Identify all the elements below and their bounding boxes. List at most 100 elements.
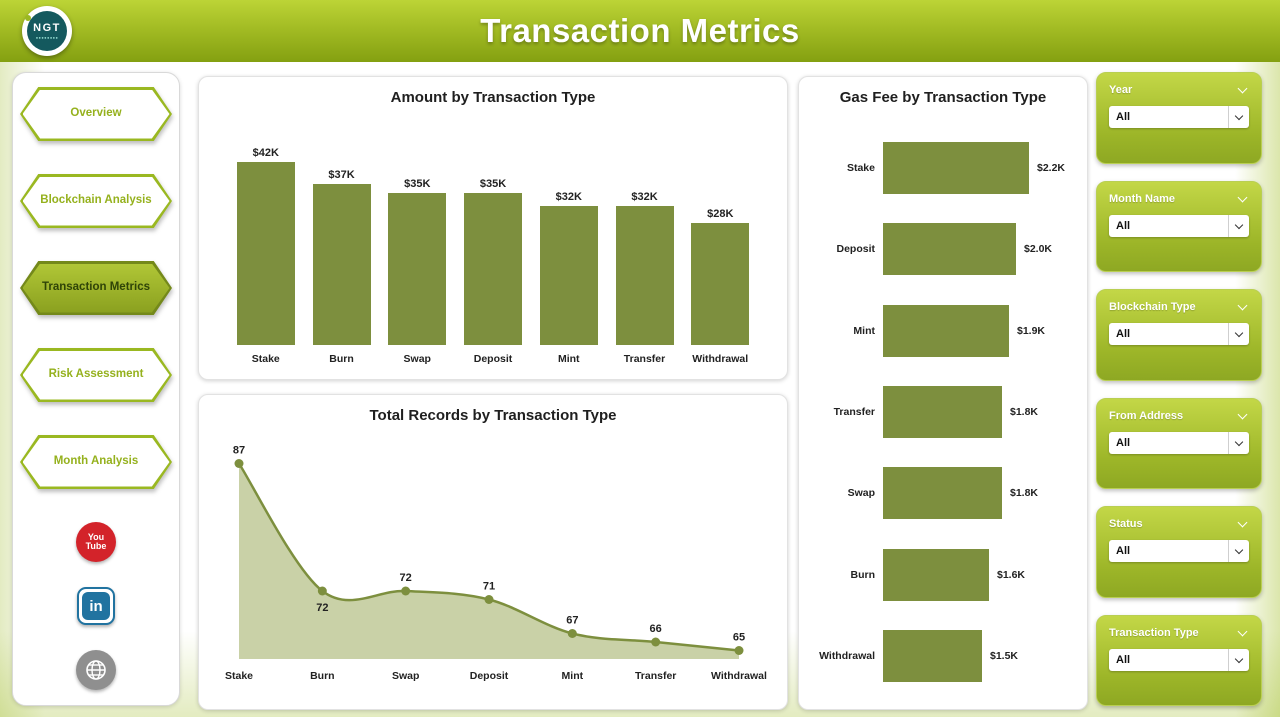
gas-bar-row: Deposit $2.0K bbox=[811, 223, 1081, 276]
data-point-marker[interactable] bbox=[484, 595, 494, 604]
bar-value-label: $1.8K bbox=[1010, 405, 1039, 418]
slicer-dropdown[interactable]: All bbox=[1109, 648, 1249, 671]
bar-transfer[interactable] bbox=[615, 206, 674, 345]
data-point-marker[interactable] bbox=[234, 459, 244, 468]
bar-value-label: $1.8K bbox=[1010, 487, 1039, 500]
hex-fill bbox=[22, 263, 170, 313]
logo-badge: NGT ●●●●●●●● bbox=[27, 11, 67, 51]
area-fill[interactable] bbox=[239, 463, 739, 660]
bar-column: $32K Transfer bbox=[614, 191, 676, 367]
slicer-transaction-type: Transaction Type All bbox=[1096, 614, 1262, 706]
logo-text: NGT bbox=[33, 22, 61, 34]
slicer-title: Year bbox=[1109, 84, 1133, 96]
bar-transfer[interactable] bbox=[883, 385, 1002, 438]
bar-deposit[interactable] bbox=[464, 193, 522, 345]
hex-fill bbox=[22, 437, 170, 487]
bar-category-label: Mint bbox=[853, 324, 875, 337]
web-globe-icon[interactable] bbox=[76, 650, 116, 690]
category-label: Withdrawal bbox=[711, 670, 767, 682]
bar-withdrawal[interactable] bbox=[883, 630, 982, 683]
data-point-marker[interactable] bbox=[567, 629, 577, 638]
sidebar-item-overview[interactable]: Overview bbox=[20, 87, 172, 141]
hex-fill bbox=[22, 176, 170, 226]
dropdown-chevron-icon[interactable] bbox=[1228, 214, 1249, 237]
bar-deposit[interactable] bbox=[883, 223, 1016, 276]
sidebar-item-blockchain-analysis[interactable]: Blockchain Analysis bbox=[20, 174, 172, 228]
bar-swap[interactable] bbox=[883, 467, 1002, 520]
slicer-title: Month Name bbox=[1109, 192, 1175, 205]
data-point-label: 87 bbox=[233, 445, 245, 457]
bar-category-label: Mint bbox=[557, 353, 580, 365]
ngt-logo[interactable]: NGT ●●●●●●●● bbox=[22, 6, 72, 56]
bar-mint[interactable] bbox=[883, 304, 1009, 357]
data-point-marker[interactable] bbox=[317, 586, 327, 596]
chevron-down-icon[interactable] bbox=[1237, 83, 1248, 94]
data-point-label: 66 bbox=[650, 623, 662, 635]
chevron-down-icon[interactable] bbox=[1237, 626, 1248, 636]
dropdown-chevron-icon[interactable] bbox=[1228, 323, 1249, 345]
slicer-title: Status bbox=[1109, 518, 1143, 530]
bar-burn[interactable] bbox=[312, 184, 371, 345]
chevron-down-icon[interactable] bbox=[1237, 409, 1248, 419]
gas-chart-panel: Gas Fee by Transaction Type Stake $2.2K De… bbox=[798, 76, 1088, 710]
slicer-dropdown[interactable]: All bbox=[1109, 323, 1249, 345]
data-point-marker[interactable] bbox=[734, 646, 744, 655]
category-label: Transfer bbox=[635, 670, 676, 682]
bar-value-label: $35K bbox=[404, 178, 431, 190]
bar-category-label: Transfer bbox=[623, 353, 666, 365]
data-point-marker[interactable] bbox=[651, 637, 661, 647]
sidebar: Overview Blockchain Analysis Transaction… bbox=[12, 72, 180, 706]
hex-fill bbox=[22, 89, 170, 139]
linkedin-glyph: in bbox=[82, 592, 110, 620]
chevron-down-icon[interactable] bbox=[1237, 517, 1248, 528]
bar-withdrawal[interactable] bbox=[691, 223, 750, 345]
sidebar-item-transaction-metrics[interactable]: Transaction Metrics bbox=[20, 261, 172, 315]
page-title: Transaction Metrics bbox=[480, 12, 800, 49]
bar-mint[interactable] bbox=[539, 206, 598, 345]
linkedin-icon[interactable]: in bbox=[77, 587, 115, 625]
slicer-header: Blockchain Type bbox=[1109, 300, 1249, 313]
bar-column: $35K Swap bbox=[386, 178, 448, 367]
slicer-value: All bbox=[1116, 328, 1131, 340]
slicer-value: All bbox=[1116, 653, 1131, 666]
sidebar-item-month-analysis[interactable]: Month Analysis bbox=[20, 435, 172, 489]
gas-bar-row: Swap $1.8K bbox=[811, 467, 1081, 520]
bar-category-label: Swap bbox=[847, 487, 875, 500]
chevron-down-icon[interactable] bbox=[1237, 192, 1248, 202]
bar-burn[interactable] bbox=[883, 548, 989, 601]
data-point-label: 71 bbox=[483, 581, 495, 593]
bar-category-label: Stake bbox=[846, 161, 875, 174]
slicer-value: All bbox=[1116, 111, 1131, 123]
dropdown-chevron-icon[interactable] bbox=[1228, 648, 1249, 671]
dropdown-chevron-icon[interactable] bbox=[1228, 540, 1249, 562]
slicer-dropdown[interactable]: All bbox=[1109, 431, 1249, 454]
data-point-marker[interactable] bbox=[401, 586, 411, 596]
dropdown-chevron-icon[interactable] bbox=[1228, 431, 1249, 454]
category-label: Stake bbox=[225, 670, 253, 682]
bar-value-label: $2.2K bbox=[1037, 161, 1066, 174]
data-point-label: 65 bbox=[733, 632, 745, 644]
slicer-dropdown[interactable]: All bbox=[1109, 214, 1249, 237]
bar-category-label: Burn bbox=[329, 353, 354, 365]
data-point-label: 72 bbox=[316, 602, 328, 614]
records-chart-title: Total Records by Transaction Type bbox=[369, 407, 617, 424]
bar-swap[interactable] bbox=[388, 193, 447, 345]
gas-bar-row: Burn $1.6K bbox=[811, 548, 1081, 601]
dropdown-chevron-icon[interactable] bbox=[1228, 106, 1249, 128]
bar-stake[interactable] bbox=[236, 162, 295, 345]
slicer-dropdown[interactable]: All bbox=[1109, 106, 1249, 128]
amount-chart-plot: $42K Stake $37K Burn $35K Swap $35K Deposit $32K… bbox=[221, 117, 765, 367]
chevron-down-icon[interactable] bbox=[1237, 300, 1248, 311]
youtube-icon[interactable]: You Tube bbox=[76, 522, 116, 562]
bar-value-label: $28K bbox=[707, 208, 734, 220]
slicer-value: All bbox=[1116, 219, 1131, 232]
bar-column: $42K Stake bbox=[235, 147, 297, 367]
bar-stake[interactable] bbox=[883, 141, 1029, 194]
sidebar-item-risk-assessment[interactable]: Risk Assessment bbox=[20, 348, 172, 402]
amount-chart-title: Amount by Transaction Type bbox=[390, 89, 596, 106]
slicer-dropdown[interactable]: All bbox=[1109, 540, 1249, 562]
category-label: Burn bbox=[310, 670, 335, 682]
bar-category-label: Swap bbox=[403, 353, 431, 365]
slicer-header: Status bbox=[1109, 517, 1249, 530]
category-label: Swap bbox=[392, 670, 419, 682]
